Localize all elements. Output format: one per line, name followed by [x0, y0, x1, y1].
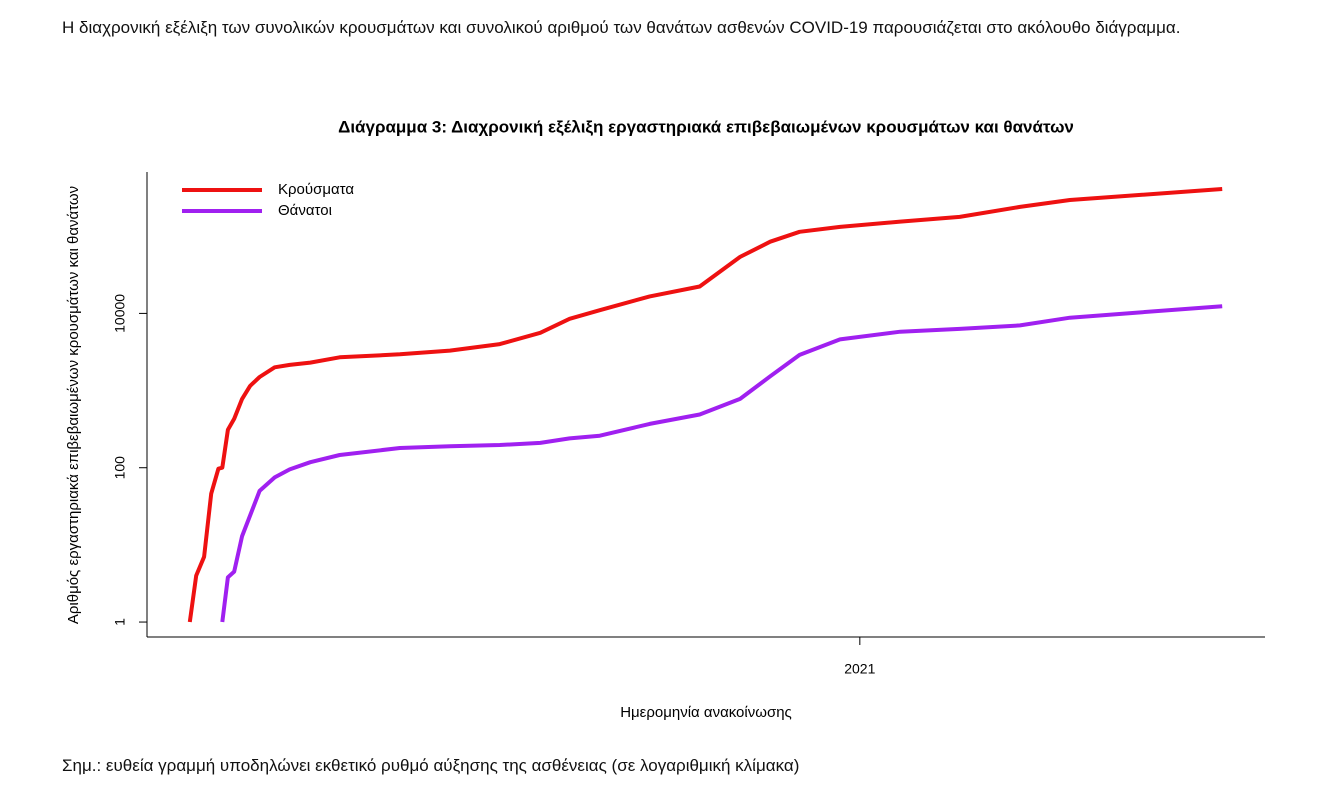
x-axis-label: Ημερομηνία ανακοίνωσης	[620, 704, 792, 721]
intro-text: Η διαχρονική εξέλιξη των συνολικών κρουσ…	[62, 18, 1181, 37]
chart: Διάγραμμα 3: Διαχρονική εξέλιξη εργαστηρ…	[65, 117, 1265, 721]
series-line	[187, 187, 1223, 623]
x-tick-label: 2021	[844, 661, 875, 677]
legend-label: Θάνατοι	[278, 202, 332, 219]
note-text: Σημ.: ευθεία γραμμή υποδηλώνει εκθετικό …	[62, 756, 800, 775]
series-line	[220, 304, 1223, 623]
legend-label: Κρούσματα	[278, 181, 354, 198]
y-tick-label: 10000	[112, 294, 128, 333]
y-axis-label: Αριθμός εργαστηριακά επιβεβαιωμένων κρου…	[65, 186, 82, 624]
y-tick-label: 100	[112, 456, 128, 480]
chart-title: Διάγραμμα 3: Διαχρονική εξέλιξη εργαστηρ…	[338, 117, 1074, 136]
y-tick-label: 1	[112, 618, 128, 626]
